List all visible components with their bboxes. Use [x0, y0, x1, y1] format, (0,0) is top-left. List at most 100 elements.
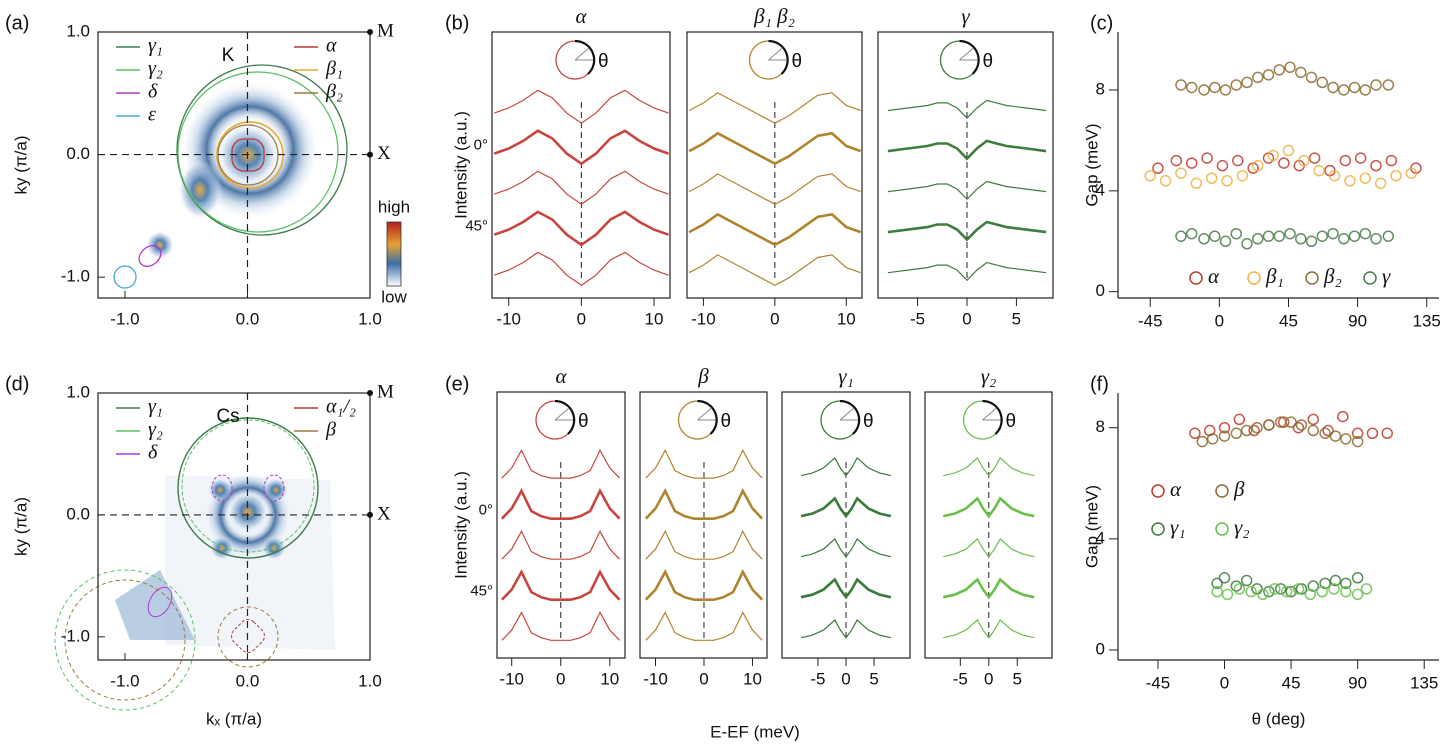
data-point — [1251, 421, 1263, 434]
spectrum — [943, 456, 1035, 477]
legend-label: β₁ — [1265, 264, 1284, 288]
data-point — [1359, 172, 1372, 184]
x-tick-label: -1.0 — [110, 671, 139, 690]
contour — [176, 64, 348, 236]
intensity-blob — [264, 478, 288, 502]
data-point — [1339, 154, 1352, 167]
x-tick-label: -1.0 — [110, 309, 139, 328]
data-point — [1159, 175, 1172, 187]
k-point-label: X — [377, 503, 391, 524]
data-point — [1381, 427, 1393, 440]
y-tick-label: 0 — [1096, 281, 1105, 300]
y-tick-label: 1.0 — [66, 21, 90, 40]
data-point — [1248, 424, 1260, 437]
colorbar — [386, 221, 402, 287]
data-point — [1196, 435, 1209, 448]
frame — [97, 31, 371, 299]
y-tick-label: 0 — [1096, 639, 1105, 658]
data-point — [1175, 230, 1187, 242]
data-point — [1198, 232, 1210, 245]
data-point — [1316, 585, 1328, 598]
data-point — [1218, 572, 1231, 584]
data-point — [1273, 230, 1286, 242]
spectrum — [688, 173, 861, 205]
icon-arc — [982, 399, 1003, 435]
spectrum — [688, 212, 862, 247]
legend-marker — [1151, 484, 1165, 498]
data-point — [1359, 227, 1372, 240]
data-point — [1209, 230, 1221, 242]
data-point — [1370, 232, 1382, 245]
icon-label: θ — [792, 51, 803, 72]
x-tick-label: -45 — [1146, 673, 1171, 692]
legend-label: δ — [148, 81, 158, 103]
k-point-label: M — [377, 20, 394, 41]
legend-marker — [1305, 271, 1319, 285]
spectrum — [688, 92, 861, 124]
x-tick-label: 10 — [743, 669, 762, 688]
data-point — [1295, 583, 1308, 595]
x-tick-label: -45 — [1138, 311, 1163, 330]
data-point — [1245, 585, 1257, 598]
icon-ray — [959, 47, 974, 61]
data-point — [1319, 427, 1331, 440]
data-point — [1206, 433, 1219, 445]
subplot-title: γ₁ — [838, 364, 854, 388]
y-axis-label: Intensity (a.u.) — [451, 111, 470, 219]
data-point — [1277, 416, 1290, 428]
x-tick-label: -5 — [953, 669, 968, 688]
data-point — [1370, 159, 1382, 172]
contour — [211, 474, 233, 502]
data-point — [1236, 169, 1249, 182]
data-point — [1189, 427, 1201, 440]
data-point — [1241, 76, 1253, 89]
y-axis-label: Gap (meV) — [1082, 123, 1101, 206]
data-point — [1280, 585, 1293, 598]
spectrum — [942, 577, 1035, 600]
icon-label: θ — [598, 51, 609, 72]
spectrum — [887, 99, 1047, 119]
angle-label: 0° — [474, 137, 488, 154]
spectrum — [800, 619, 892, 639]
colorbar-label: low — [381, 287, 407, 306]
x-tick-label: 10 — [645, 309, 664, 328]
x-tick-label: 0 — [1220, 673, 1229, 692]
y-tick-label: 4 — [1096, 528, 1105, 547]
k-point — [367, 390, 373, 396]
data-point — [1390, 169, 1402, 182]
data-point — [1329, 430, 1342, 442]
data-point — [1374, 177, 1387, 190]
data-point — [1360, 583, 1373, 595]
spectrum — [887, 220, 1047, 242]
data-point — [1292, 583, 1305, 595]
icon-ray — [574, 47, 590, 61]
panel-label: (a) — [5, 12, 29, 34]
data-point — [1233, 413, 1246, 426]
data-point — [1219, 235, 1232, 248]
x-tick-label: -10 — [643, 669, 668, 688]
legend-label: β₂ — [1323, 264, 1342, 288]
legend-label: α — [326, 35, 337, 57]
x-tick-label: 0 — [556, 669, 565, 688]
x-tick-label: 10 — [837, 309, 856, 328]
contour — [231, 619, 265, 653]
icon-ray — [554, 407, 570, 421]
data-point — [1219, 84, 1232, 96]
icon-ray — [839, 407, 855, 421]
data-point — [1175, 167, 1187, 179]
k-point — [367, 29, 373, 35]
data-point — [1340, 585, 1352, 598]
x-tick-label: 45 — [1279, 311, 1298, 330]
data-point — [1170, 154, 1183, 167]
spectrum — [800, 537, 892, 558]
k-point — [367, 151, 373, 158]
data-point — [1328, 583, 1340, 595]
spectrum — [493, 129, 669, 166]
data-point — [1327, 81, 1339, 94]
data-point — [1313, 164, 1325, 177]
data-point — [1267, 149, 1279, 162]
spectrum — [800, 456, 892, 477]
data-point — [1185, 81, 1198, 94]
contour — [263, 474, 285, 502]
data-point — [1340, 433, 1352, 445]
